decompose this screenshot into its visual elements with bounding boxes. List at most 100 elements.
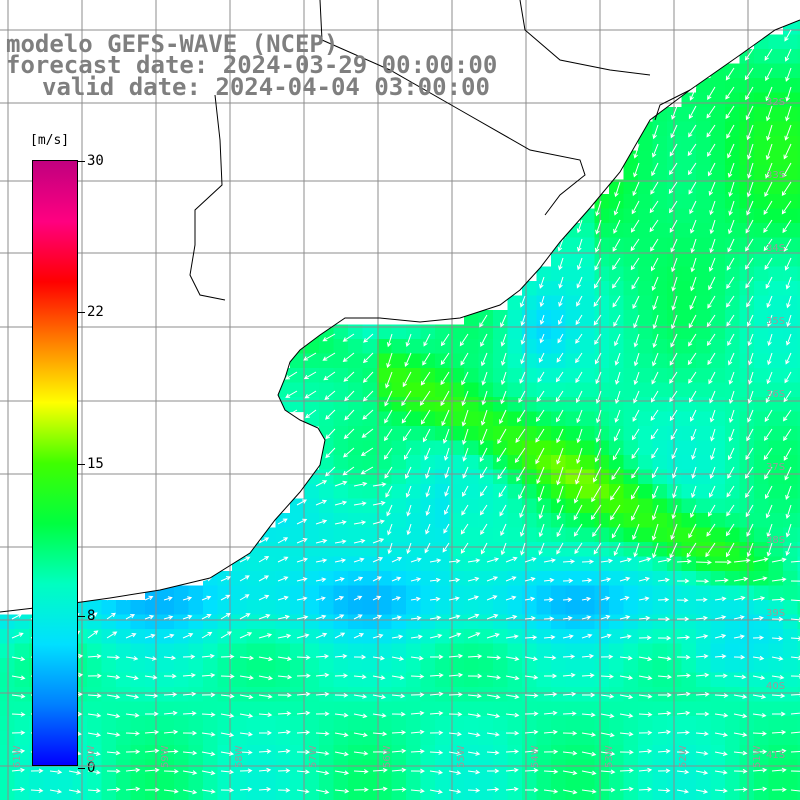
wind-arrow: [695, 634, 709, 639]
longitude-label: 59W: [160, 745, 171, 768]
wind-speed-cell: [768, 49, 784, 65]
wind-arrow: [125, 614, 136, 620]
wind-speed-cell: [739, 774, 755, 790]
longitude-label: 58W: [234, 745, 245, 768]
wind-arrow: [49, 769, 63, 775]
wind-speed-cell: [333, 658, 349, 674]
wind-speed-cell: [565, 672, 581, 688]
wind-speed-cell: [797, 672, 800, 688]
wind-speed-cell: [130, 687, 146, 703]
wind-speed-cell: [246, 614, 262, 630]
wind-speed-cell: [594, 411, 610, 427]
wind-speed-cell: [522, 600, 538, 616]
wind-speed-cell: [739, 107, 755, 123]
wind-speed-cell: [290, 730, 306, 746]
wind-speed-cell: [348, 672, 364, 688]
wind-arrow: [745, 86, 754, 101]
wind-arrow: [657, 557, 672, 563]
wind-speed-cell: [188, 687, 204, 703]
wind-speed-cell: [580, 353, 596, 369]
wind-arrow: [500, 523, 507, 537]
wind-arrow: [517, 409, 526, 423]
wind-arrow: [144, 787, 160, 793]
wind-arrow: [220, 787, 235, 793]
wind-arrow: [429, 577, 441, 583]
wind-speed-cell: [522, 774, 538, 790]
wind-arrow: [315, 672, 330, 678]
wind-speed-cell: [638, 353, 654, 369]
wind-speed-cell: [217, 701, 233, 717]
wind-arrow: [671, 257, 678, 273]
wind-arrow: [372, 767, 388, 773]
wind-speed-cell: [768, 208, 784, 224]
wind-arrow: [479, 466, 488, 479]
wind-speed-cell: [681, 730, 697, 746]
wind-speed-cell: [420, 513, 436, 529]
wind-speed-cell: [493, 629, 509, 645]
wind-arrow: [632, 295, 640, 310]
wind-arrow: [782, 219, 792, 234]
wind-arrow: [305, 409, 317, 419]
wind-arrow: [707, 143, 716, 157]
wind-arrow: [258, 556, 270, 563]
wind-speed-cell: [14, 716, 30, 732]
wind-speed-cell: [797, 107, 800, 123]
wind-speed-cell: [72, 774, 88, 790]
wind-arrow: [353, 674, 367, 680]
wind-arrow: [705, 542, 716, 558]
wind-arrow: [543, 692, 558, 697]
wind-speed-cell: [638, 194, 654, 210]
wind-speed-cell: [101, 716, 117, 732]
wind-arrow: [11, 712, 26, 717]
wind-speed-cell: [478, 382, 494, 398]
wind-speed-cell: [768, 643, 784, 659]
wind-arrow: [410, 692, 425, 698]
wind-arrow: [334, 614, 345, 620]
wind-speed-cell: [580, 295, 596, 311]
wind-speed-cell: [739, 179, 755, 195]
wind-arrow: [220, 576, 231, 582]
wind-speed-cell: [565, 426, 581, 442]
wind-arrow: [344, 409, 355, 421]
wind-speed-cell: [652, 411, 668, 427]
wind-speed-cell: [188, 716, 204, 732]
wind-speed-cell: [652, 223, 668, 239]
wind-speed-cell: [696, 237, 712, 253]
wind-arrow: [11, 675, 26, 681]
wind-speed-cell: [304, 498, 320, 514]
wind-speed-cell: [449, 368, 465, 384]
wind-speed-cell: [754, 368, 770, 384]
wind-arrow: [558, 314, 564, 326]
wind-speed-cell: [580, 252, 596, 268]
wind-speed-cell: [638, 585, 654, 601]
wind-arrow: [709, 200, 716, 216]
wind-arrow: [591, 485, 602, 503]
wind-speed-cell: [420, 658, 436, 674]
wind-speed-cell: [797, 542, 800, 558]
wind-arrow: [514, 447, 526, 464]
wind-arrow: [303, 371, 317, 380]
wind-speed-cell: [652, 440, 668, 456]
wind-arrow: [505, 675, 520, 681]
wind-arrow: [614, 409, 621, 423]
wind-speed-cell: [754, 194, 770, 210]
wind-speed-cell: [609, 614, 625, 630]
wind-speed-cell: [507, 600, 523, 616]
wind-speed-cell: [435, 600, 451, 616]
wind-arrow: [486, 576, 499, 582]
wind-arrow: [562, 770, 578, 776]
wind-arrow: [460, 523, 469, 535]
wind-speed-cell: [710, 252, 726, 268]
wind-arrow: [372, 482, 387, 487]
wind-arrow: [144, 674, 158, 680]
wind-arrow: [315, 558, 328, 563]
wind-speed-cell: [435, 469, 451, 485]
wind-arrow: [728, 447, 735, 461]
wind-speed-cell: [696, 643, 712, 659]
wind-speed-cell: [710, 716, 726, 732]
wind-speed-cell: [507, 484, 523, 500]
wind-arrow: [334, 480, 348, 487]
wind-speed-cell: [580, 237, 596, 253]
wind-speed-cell: [768, 295, 784, 311]
wind-speed-cell: [420, 498, 436, 514]
